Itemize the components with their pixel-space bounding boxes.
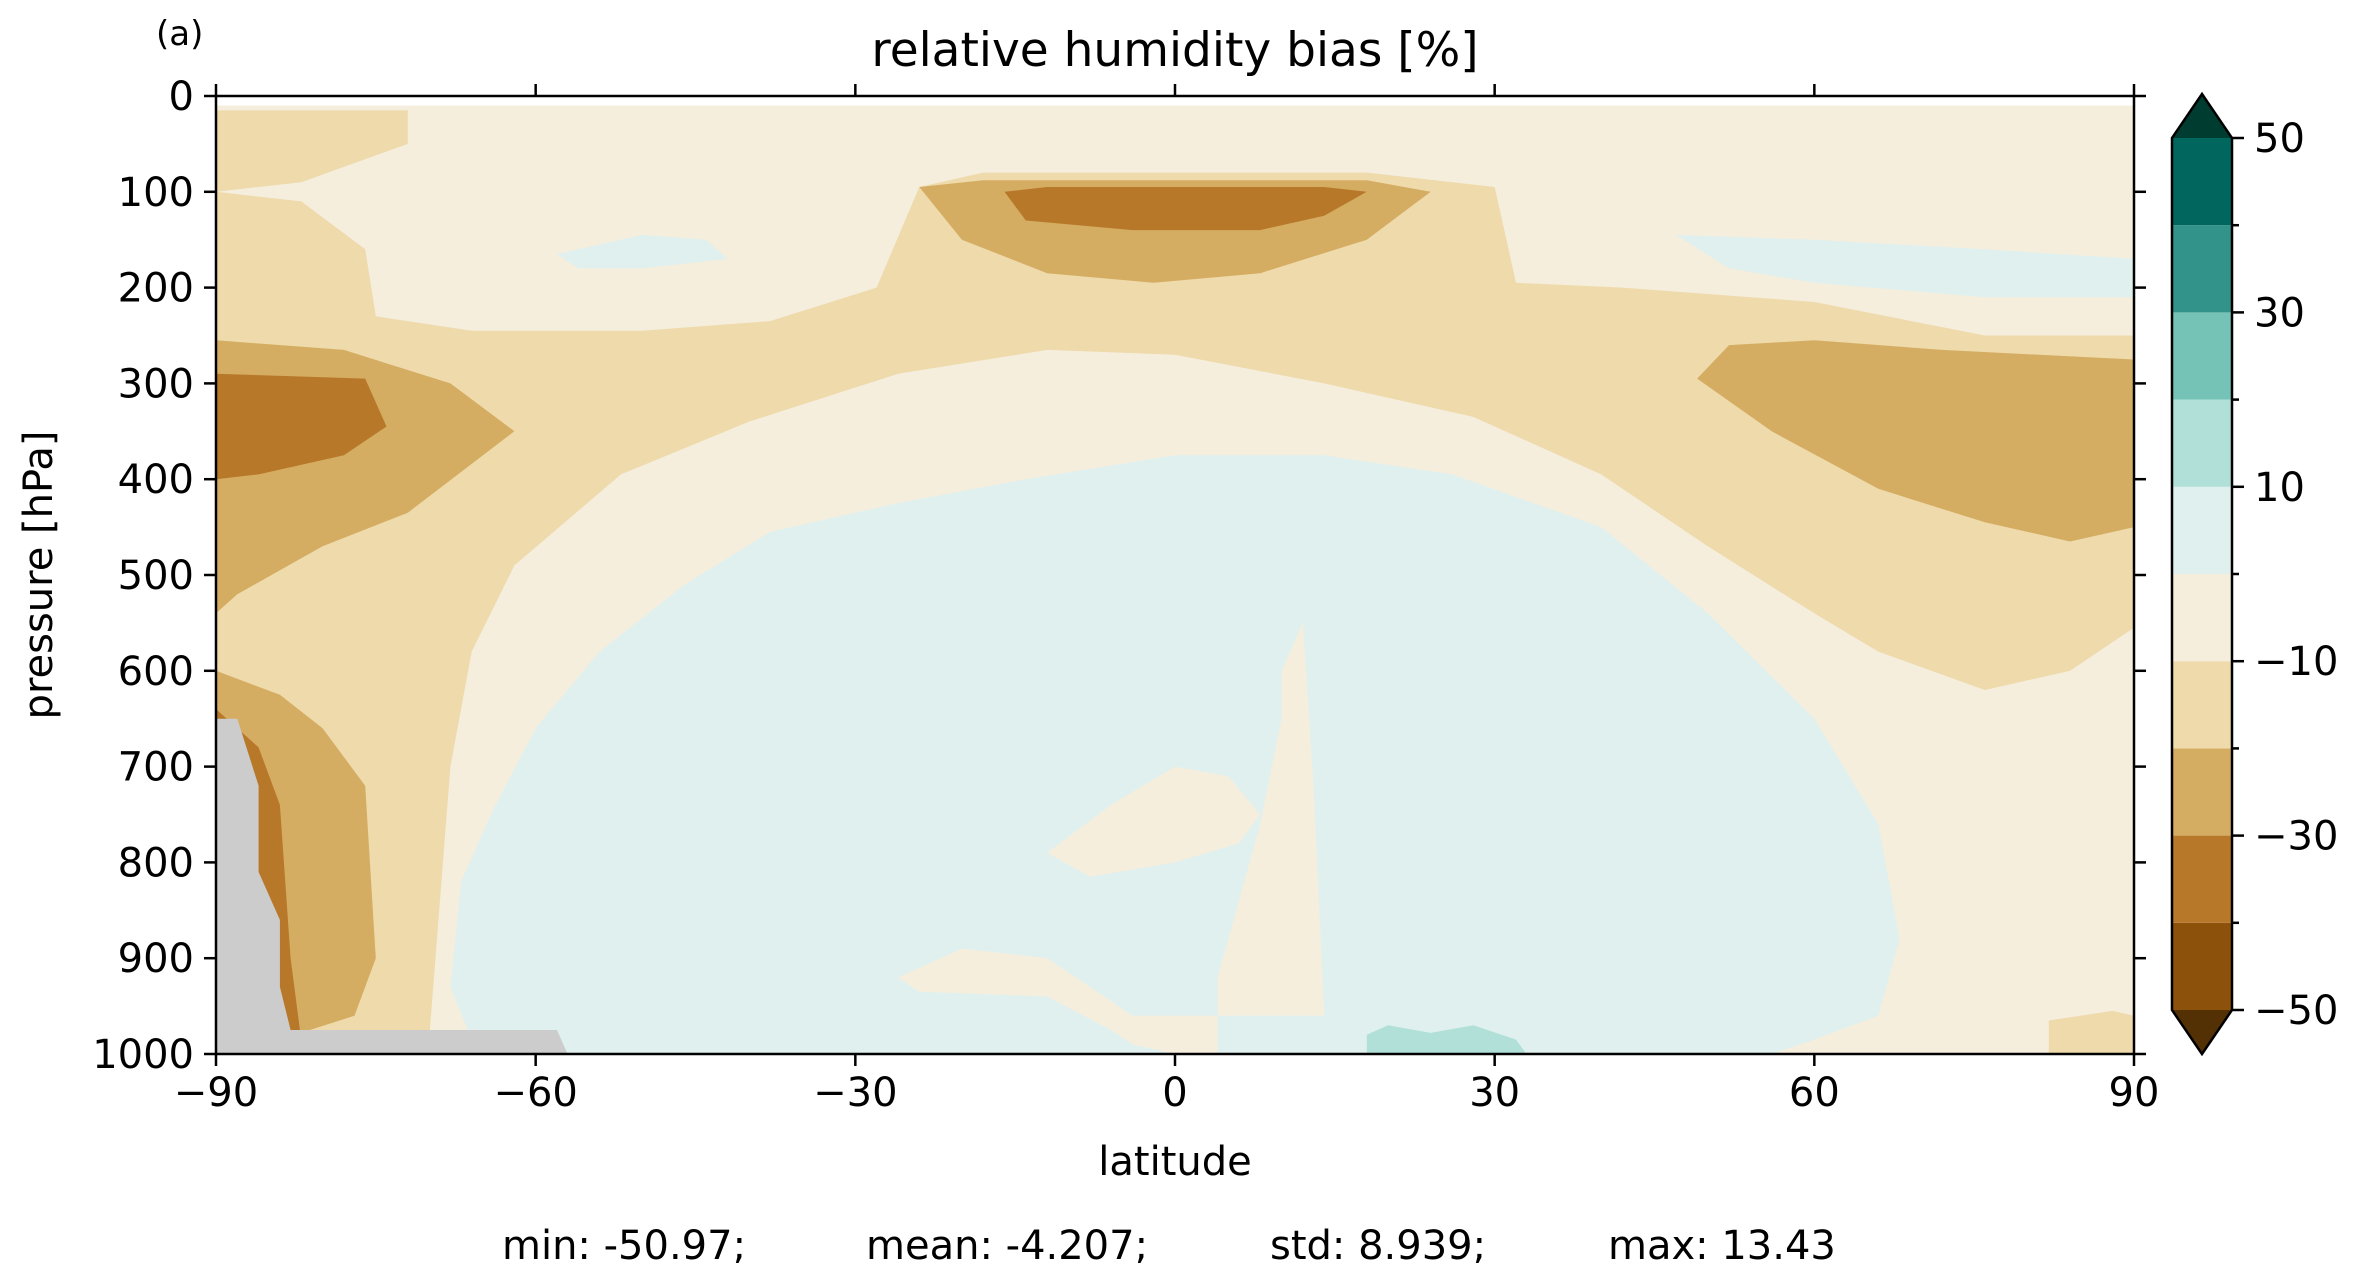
x-tick-label-1: −60 bbox=[493, 1070, 577, 1116]
y-tick-label-7: 700 bbox=[118, 745, 194, 791]
contour-region-12 bbox=[557, 234, 728, 269]
colorbar-segment-9 bbox=[2172, 138, 2232, 226]
colorbar-tick-label-5: −50 bbox=[2254, 988, 2338, 1034]
colorbar-tick-label-0: 50 bbox=[2254, 116, 2305, 162]
y-tick-label-6: 600 bbox=[118, 649, 194, 695]
x-tick-label-3: 0 bbox=[1162, 1070, 1187, 1116]
stat-std: std: 8.939; bbox=[1270, 1223, 1486, 1263]
colorbar-segment-6 bbox=[2172, 399, 2232, 487]
y-tick-label-0: 0 bbox=[169, 74, 194, 120]
contour-region-3 bbox=[2048, 1010, 2134, 1054]
colorbar-segment-0 bbox=[2172, 922, 2232, 1010]
contour-region-7 bbox=[1697, 340, 2134, 542]
x-tick-label-2: −30 bbox=[813, 1070, 897, 1116]
colorbar-segment-5 bbox=[2172, 486, 2232, 574]
contour-region-2 bbox=[216, 172, 2134, 1040]
y-tick-label-5: 500 bbox=[118, 553, 194, 599]
stat-max: max: 13.43 bbox=[1608, 1223, 1836, 1263]
y-tick-label-10: 1000 bbox=[92, 1032, 194, 1078]
y-axis: 0 100 200 300 400 500 600 700 800 900 1000 bbox=[92, 74, 2146, 1078]
colorbar-segment-2 bbox=[2172, 748, 2232, 836]
x-tick-label-0: −90 bbox=[174, 1070, 258, 1116]
contour-region-15 bbox=[1047, 766, 1261, 877]
contour-region-1 bbox=[216, 110, 408, 192]
chart-title: relative humidity bias [%] bbox=[871, 23, 1478, 78]
colorbar-tick-label-3: −10 bbox=[2254, 639, 2338, 685]
colorbar-segment-4 bbox=[2172, 574, 2232, 662]
y-tick-label-8: 800 bbox=[118, 840, 194, 886]
stat-mean: mean: -4.207; bbox=[866, 1223, 1148, 1263]
y-tick-label-3: 300 bbox=[118, 361, 194, 407]
x-axis-label: latitude bbox=[1098, 1139, 1251, 1185]
stats-line: min: -50.97; mean: -4.207; std: 8.939; m… bbox=[502, 1223, 1836, 1263]
colorbar-tick-label-1: 30 bbox=[2254, 290, 2305, 336]
contour-region-11 bbox=[450, 455, 1900, 1054]
contour-region-16 bbox=[1366, 1025, 1527, 1054]
colorbar-segment-1 bbox=[2172, 835, 2232, 923]
contour-region-13 bbox=[1675, 234, 2134, 298]
colorbar-segment-7 bbox=[2172, 312, 2232, 400]
x-tick-label-5: 60 bbox=[1789, 1070, 1840, 1116]
colorbar-tick-label-4: −30 bbox=[2254, 814, 2338, 860]
contour-region-10 bbox=[1004, 187, 1367, 231]
y-tick-label-1: 100 bbox=[118, 170, 194, 216]
stat-min: min: -50.97; bbox=[502, 1223, 746, 1263]
panel-label: (a) bbox=[156, 14, 203, 54]
colorbar-segment-8 bbox=[2172, 225, 2232, 313]
colorbar-extend-max bbox=[2172, 94, 2232, 138]
y-tick-label-9: 900 bbox=[118, 936, 194, 982]
x-tick-label-6: 90 bbox=[2109, 1070, 2160, 1116]
y-tick-label-4: 400 bbox=[118, 457, 194, 503]
contour-fills bbox=[216, 105, 2134, 1054]
y-axis-label: pressure [hPa] bbox=[16, 431, 62, 720]
contour-region-8 bbox=[216, 373, 387, 480]
colorbar-tick-label-2: 10 bbox=[2254, 465, 2305, 511]
contour-region-14 bbox=[898, 622, 1325, 1054]
colorbar-extend-min bbox=[2172, 1010, 2232, 1054]
colorbar-segment-3 bbox=[2172, 661, 2232, 749]
x-tick-label-4: 30 bbox=[1469, 1070, 1520, 1116]
y-tick-label-2: 200 bbox=[118, 266, 194, 312]
contour-region-17 bbox=[216, 718, 568, 1054]
colorbar: 50 30 10 −10 −30 −50 bbox=[2170, 91, 2338, 1057]
x-axis: −90 −60 −30 0 30 60 90 bbox=[174, 84, 2160, 1116]
